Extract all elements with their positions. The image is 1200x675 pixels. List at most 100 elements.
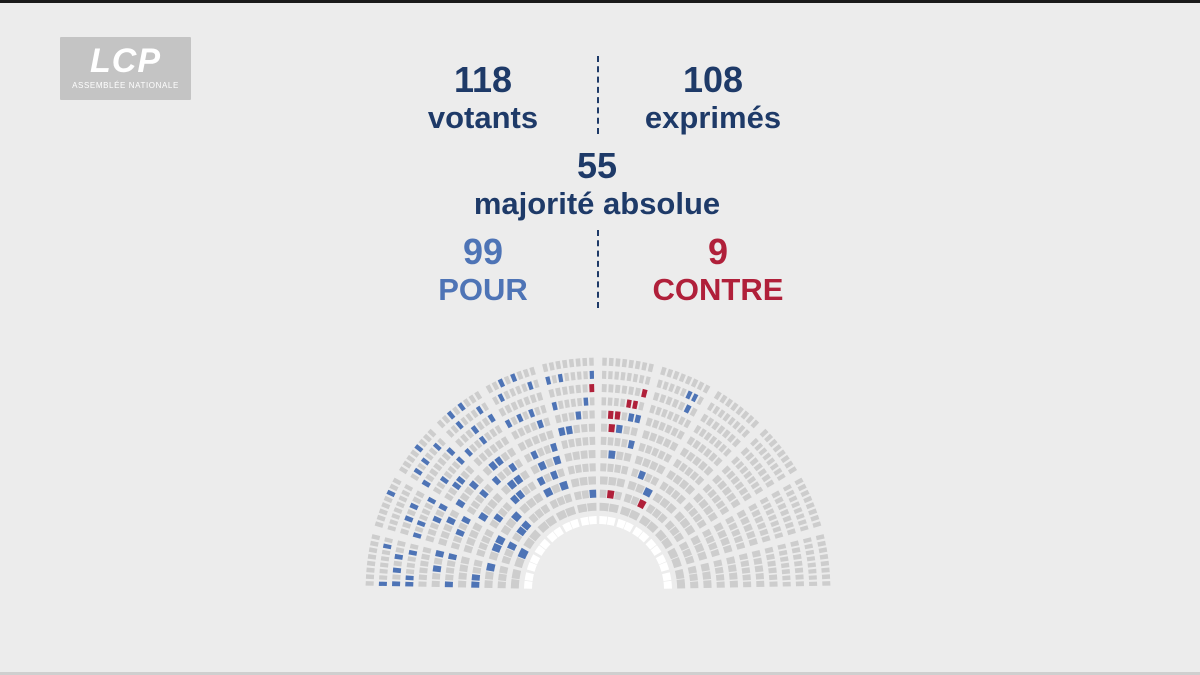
seat-empty [619,506,631,517]
seat-empty [792,553,802,560]
seat-empty [723,448,732,457]
seat-pour [637,470,646,480]
seat-pour [516,526,527,537]
seat-empty [683,419,692,429]
seat-empty [682,548,692,558]
seat-empty [742,574,751,581]
seat-empty [754,486,764,495]
seat-pour [432,442,442,452]
seat-empty [772,444,782,453]
seat-empty [542,363,549,373]
seat-pour [627,413,635,422]
seat-empty [504,548,514,558]
logo-text: LCP [90,42,161,80]
contre-value: 9 [707,231,729,272]
seat-empty [443,523,453,533]
seat-empty [468,529,479,539]
seat-pour [521,520,532,531]
seat-empty [766,457,776,466]
seat-pour [527,381,534,391]
seat-empty [432,486,442,495]
seat-empty [371,534,381,541]
seat-empty [750,481,760,490]
seat-empty [759,528,769,537]
seat-empty [658,421,666,432]
seat-empty [380,556,390,562]
seat-inner [623,521,634,533]
seat-empty [540,504,551,515]
seat-empty [500,484,512,495]
seat-empty [663,453,673,463]
seat-empty [460,470,470,480]
seat-empty [804,543,814,550]
seat-empty [784,460,794,469]
seat-contre [589,384,595,393]
seat-empty [782,484,792,492]
seat-empty [489,428,498,438]
seat-empty [771,490,781,499]
seat-empty [519,503,531,514]
seat-empty [820,560,830,567]
seat-empty [803,537,812,544]
votants-label: votants [427,100,539,135]
seat-empty [753,557,763,565]
seat-empty [466,506,477,516]
seat-empty [621,438,628,448]
seat-empty [582,437,589,446]
seat-empty [429,522,440,530]
seat-empty [387,525,397,532]
seat-empty [750,419,760,429]
seat-empty [498,573,507,582]
seat-empty [465,412,474,422]
seat-empty [561,440,569,450]
seat-empty [600,476,608,485]
seat-empty [674,511,685,523]
seat-empty [782,575,791,581]
seat-empty [450,424,460,434]
seat-empty [808,568,817,574]
seat-empty [568,358,575,368]
seat-empty [795,513,805,520]
seat-empty [589,463,596,472]
seat-empty [632,373,639,383]
seat-empty [750,437,759,447]
seat-empty [689,407,698,417]
seat-pour [685,390,693,400]
seat-pour [491,475,502,486]
seat-empty [460,416,469,426]
seat-empty [389,519,399,526]
seat-empty [791,547,801,554]
seat-empty [393,560,402,567]
seat-pour [451,481,462,491]
seat-empty [601,397,607,406]
seat-empty [666,411,674,421]
seat-pour [589,489,597,498]
seat-pour [461,515,471,525]
seat-empty [613,397,619,407]
seat-empty [556,496,566,506]
seat-empty [808,575,817,580]
seat-empty [473,439,483,449]
seat-empty [623,425,631,435]
seat-pour [405,581,414,587]
seat-empty [478,542,488,551]
seat-empty [620,465,629,475]
exprimes-value: 108 [682,59,744,100]
seat-empty [705,417,715,427]
seat-empty [452,535,463,544]
seat-empty [393,507,403,514]
seat-empty [627,480,637,491]
seat-empty [431,580,440,587]
seat-pour [558,427,566,437]
seat-empty [555,387,562,397]
seat-empty [641,458,651,468]
seat-empty [794,477,804,486]
seat-inner [632,526,643,538]
seat-empty [379,568,388,574]
seat-pour [413,467,423,476]
seat-empty [645,504,656,515]
seat-empty [679,447,690,458]
seat-empty [440,530,450,540]
seat-empty [425,473,435,483]
seat-empty [768,567,777,574]
